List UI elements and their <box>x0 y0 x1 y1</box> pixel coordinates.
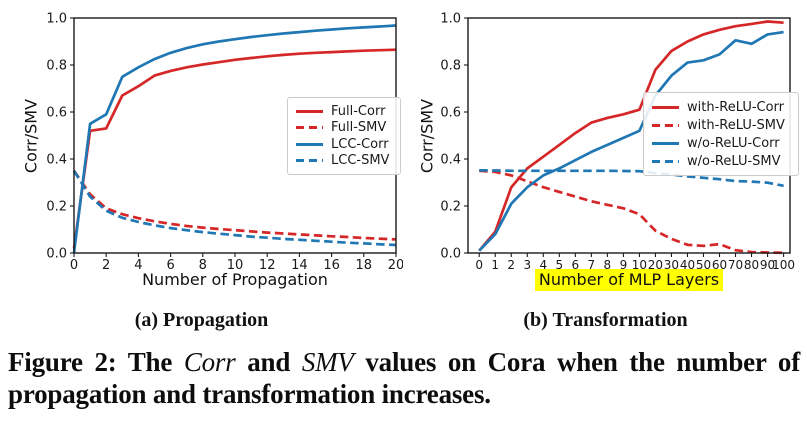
legend-item: w/o-ReLU-Corr <box>652 134 790 152</box>
x-tick-label: 60 <box>712 258 727 272</box>
legend-item: LCC-Corr <box>296 136 392 153</box>
legend-label: w/o-ReLU-Corr <box>687 135 780 151</box>
series-line-w/o-ReLU-SMV <box>479 168 784 188</box>
x-tick-label: 3 <box>523 258 531 272</box>
chart-a-legend: Full-Corr Full-SMV LCC-Corr LCC-SMV <box>287 97 401 175</box>
x-tick-label: 14 <box>291 258 308 273</box>
x-tick-label: 40 <box>680 258 695 272</box>
x-tick-label: 5 <box>555 258 563 272</box>
x-tick-label: 18 <box>356 258 373 273</box>
with-relu-smv-line-sample <box>652 123 679 127</box>
legend-label: Full-SMV <box>331 120 387 136</box>
x-tick-label: 1 <box>491 258 499 272</box>
chart-a-ylabel: Corr/SMV <box>21 98 41 174</box>
legend-label: Full-Corr <box>331 103 386 119</box>
y-tick-label: 0.4 <box>46 153 67 168</box>
x-tick-label: 12 <box>259 258 276 273</box>
x-tick-label: 16 <box>323 258 340 273</box>
x-tick-label: 2 <box>507 258 515 272</box>
y-tick-label: 0.4 <box>440 153 461 168</box>
legend-item: LCC-SMV <box>296 153 392 170</box>
x-tick-label: 10 <box>227 258 244 273</box>
x-tick-label: 10 <box>632 258 647 272</box>
x-tick-label: 4 <box>539 258 547 272</box>
chart-a-xlabel: Number of Propagation <box>74 270 396 289</box>
wo-relu-corr-line-sample <box>652 141 679 145</box>
series-line-with-ReLU-SMV <box>479 169 784 255</box>
with-relu-corr-line-sample <box>652 105 679 109</box>
chart-b-xlabel-highlighted-text: Number of MLP Layers <box>534 269 724 291</box>
x-tick-label: 0 <box>70 258 78 273</box>
x-tick-label: 100 <box>772 258 795 272</box>
y-tick-label: 0.6 <box>46 106 67 121</box>
legend-item: Full-Corr <box>296 103 392 120</box>
full-smv-line-sample <box>296 126 323 130</box>
chart-b-xlabel: Number of MLP Layers <box>468 269 790 291</box>
y-tick-label: 0.0 <box>46 247 67 262</box>
x-tick-label: 2 <box>102 258 110 273</box>
y-tick-label: 0.2 <box>440 200 461 215</box>
y-tick-label: 0.2 <box>46 200 67 215</box>
caption-italic-term: Corr <box>183 347 236 377</box>
x-tick-label: 6 <box>572 258 580 272</box>
legend-label: LCC-Corr <box>331 136 389 152</box>
chart-b-ylabel: Corr/SMV <box>417 98 437 174</box>
x-tick-label: 6 <box>166 258 174 273</box>
legend-label: with-ReLU-SMV <box>687 117 785 133</box>
subcaption-b: (b) Transformation <box>523 309 688 331</box>
y-tick-label: 0.0 <box>440 247 461 262</box>
y-tick-label: 0.8 <box>46 59 67 74</box>
series-line-w/o-ReLU-Corr <box>478 30 784 252</box>
y-tick-label: 1.0 <box>440 12 461 27</box>
x-tick-label: 9 <box>620 258 628 272</box>
wo-relu-smv-line-sample <box>652 159 679 163</box>
lcc-corr-line-sample <box>296 142 323 146</box>
legend-item: with-ReLU-Corr <box>652 98 790 116</box>
series-line-LCC-Corr <box>72 24 397 254</box>
x-tick-label: 50 <box>696 258 711 272</box>
subcaption-a: (a) Propagation <box>134 309 269 331</box>
x-tick-label: 20 <box>648 258 663 272</box>
series-line-with-ReLU-Corr <box>478 20 784 252</box>
chart-a-propagation-plot: 0 2 4 6 8 10 12 14 16 18 20 0.0 0.2 0.4 0.6 0.8 1.0 <box>46 12 403 274</box>
x-tick-label: 70 <box>728 258 743 272</box>
legend-item: with-ReLU-SMV <box>652 116 790 134</box>
x-tick-label: 80 <box>744 258 759 272</box>
x-tick-label: 20 <box>388 258 403 273</box>
legend-label: with-ReLU-Corr <box>687 99 785 115</box>
x-tick-label: 90 <box>760 258 775 272</box>
x-tick-label: 8 <box>199 258 207 273</box>
x-tick-label: 8 <box>604 258 612 272</box>
x-tick-label: 4 <box>134 258 142 273</box>
x-tick-label: 0 <box>475 258 483 272</box>
caption-italic-term: SMV <box>301 347 354 377</box>
series-line-LCC-SMV <box>72 170 397 247</box>
chart-b-legend: with-ReLU-Corr with-ReLU-SMV w/o-ReLU-Co… <box>643 92 799 176</box>
x-tick-label: 30 <box>664 258 679 272</box>
y-tick-label: 1.0 <box>46 12 67 27</box>
series-line-Full-SMV <box>72 170 397 241</box>
x-tick-label: 7 <box>588 258 596 272</box>
y-tick-label: 0.6 <box>440 106 461 121</box>
caption-text: and <box>235 347 302 377</box>
lcc-smv-line-sample <box>296 159 323 163</box>
y-tick-label: 0.8 <box>440 59 461 74</box>
caption-text: values on Cora when the number of propag… <box>8 347 800 409</box>
legend-item: w/o-ReLU-SMV <box>652 152 790 170</box>
chart-a-xlabel-text: Number of Propagation <box>142 270 328 289</box>
legend-label: LCC-SMV <box>331 153 390 169</box>
legend-item: Full-SMV <box>296 120 392 137</box>
legend-label: w/o-ReLU-SMV <box>687 153 781 169</box>
caption-text: Figure 2: The <box>8 347 184 377</box>
full-corr-line-sample <box>296 109 323 113</box>
series-line-Full-Corr <box>72 48 397 249</box>
figure-caption: Figure 2: The Corr and SMV values on Cor… <box>8 347 800 410</box>
